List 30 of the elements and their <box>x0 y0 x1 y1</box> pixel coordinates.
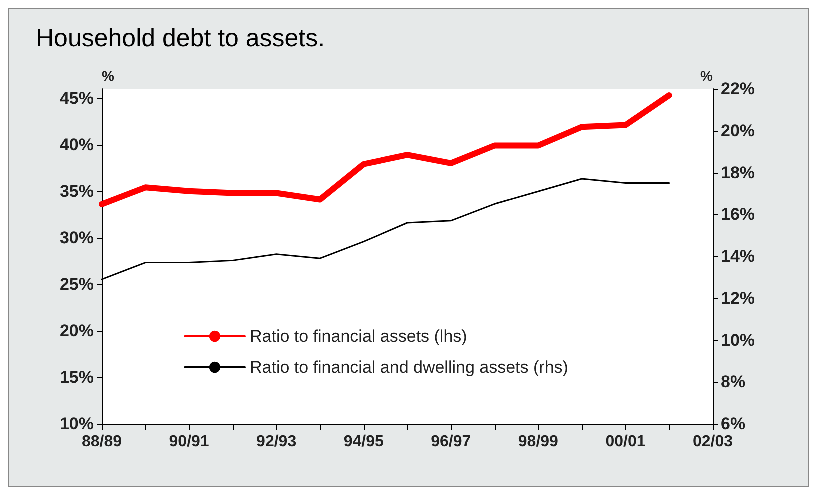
y-tick-label: 45% <box>60 88 94 108</box>
y2-tick-label: 12% <box>721 288 756 308</box>
y2-tick-label: 22% <box>721 80 756 98</box>
legend-label: Ratio to financial assets (lhs) <box>250 327 468 346</box>
y2-tick-label: 10% <box>721 330 756 350</box>
y2-tick-label: 20% <box>721 121 756 140</box>
x-tick-label: 94/95 <box>344 434 384 450</box>
x-tick-label: 92/93 <box>256 434 297 450</box>
y2-tick-label: 8% <box>721 372 746 392</box>
y2-axis-title: % <box>700 68 714 84</box>
x-tick-label: 96/97 <box>431 434 472 450</box>
y2-tick-label: 14% <box>721 247 756 266</box>
y-tick-label: 20% <box>60 321 94 340</box>
y-tick-label: 10% <box>60 414 94 434</box>
legend-label: Ratio to financial and dwelling assets (rhs) <box>250 358 568 377</box>
x-tick-label: 98/99 <box>518 434 559 450</box>
x-tick-label: 00/01 <box>606 434 646 450</box>
y-tick-label: 35% <box>60 182 94 201</box>
y-axis-title: % <box>102 68 115 84</box>
x-tick-label: 90/91 <box>169 434 210 450</box>
chart-title: Household debt to assets. <box>36 24 326 52</box>
y2-tick-label: 16% <box>721 205 756 224</box>
y-tick-label: 40% <box>60 135 94 154</box>
y2-tick-label: 18% <box>721 163 756 182</box>
x-tick-label: 02/03 <box>692 434 734 450</box>
y-tick-label: 15% <box>60 368 94 387</box>
x-tick-label: 88/89 <box>82 434 122 450</box>
y-tick-label: 25% <box>60 274 94 294</box>
y-tick-label: 30% <box>60 228 94 248</box>
y2-tick-label: 6% <box>721 414 746 434</box>
